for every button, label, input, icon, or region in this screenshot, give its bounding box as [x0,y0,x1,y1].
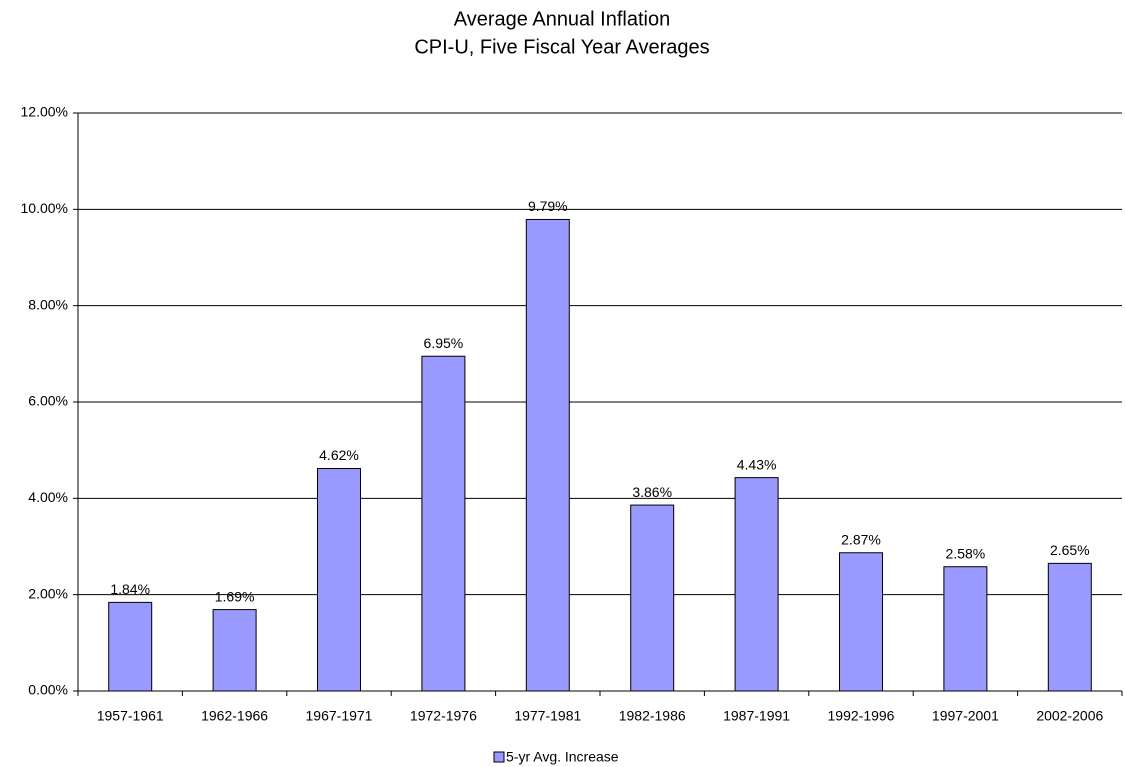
chart-title: Average Annual Inflation [454,8,670,30]
data-label: 1.84% [110,581,150,597]
data-label: 6.95% [424,335,464,351]
data-label: 4.62% [319,447,359,463]
data-label: 1.69% [215,588,255,604]
data-label: 4.43% [737,456,777,472]
y-tick-label: 4.00% [28,489,68,505]
bar [943,566,988,692]
x-tick-label: 1982-1986 [619,708,686,724]
bar [317,467,361,692]
data-label: 2.87% [841,531,881,547]
data-label: 3.86% [632,484,672,500]
x-tick-label: 2002-2006 [1036,708,1103,724]
x-tick-label: 1962-1966 [201,708,268,724]
bar [839,552,883,692]
bar [734,477,779,692]
y-tick-label: 6.00% [28,393,68,409]
legend-label: 5-yr Avg. Increase [506,749,619,765]
y-tick-label: 0.00% [28,682,68,698]
data-label: 2.65% [1050,542,1090,558]
data-label: 9.79% [528,198,568,214]
x-tick-label: 1957-1961 [97,708,164,724]
bar [630,504,675,692]
y-tick-label: 12.00% [21,104,68,120]
y-tick-label: 2.00% [28,585,68,601]
bar [421,355,466,692]
x-tick-label: 1992-1996 [828,708,895,724]
bar [1047,562,1092,692]
x-tick-label: 1977-1981 [514,708,581,724]
chart-subtitle: CPI-U, Five Fiscal Year Averages [414,36,709,58]
legend-swatch [493,751,505,763]
x-tick-label: 1997-2001 [932,708,999,724]
x-tick-label: 1972-1976 [410,708,477,724]
bar [108,601,153,692]
y-tick-label: 10.00% [21,200,68,216]
x-tick-label: 1967-1971 [306,708,373,724]
bar [525,218,570,692]
x-tick-label: 1987-1991 [723,708,790,724]
y-tick-label: 8.00% [28,296,68,312]
bar [212,609,257,692]
data-label: 2.58% [946,545,986,561]
